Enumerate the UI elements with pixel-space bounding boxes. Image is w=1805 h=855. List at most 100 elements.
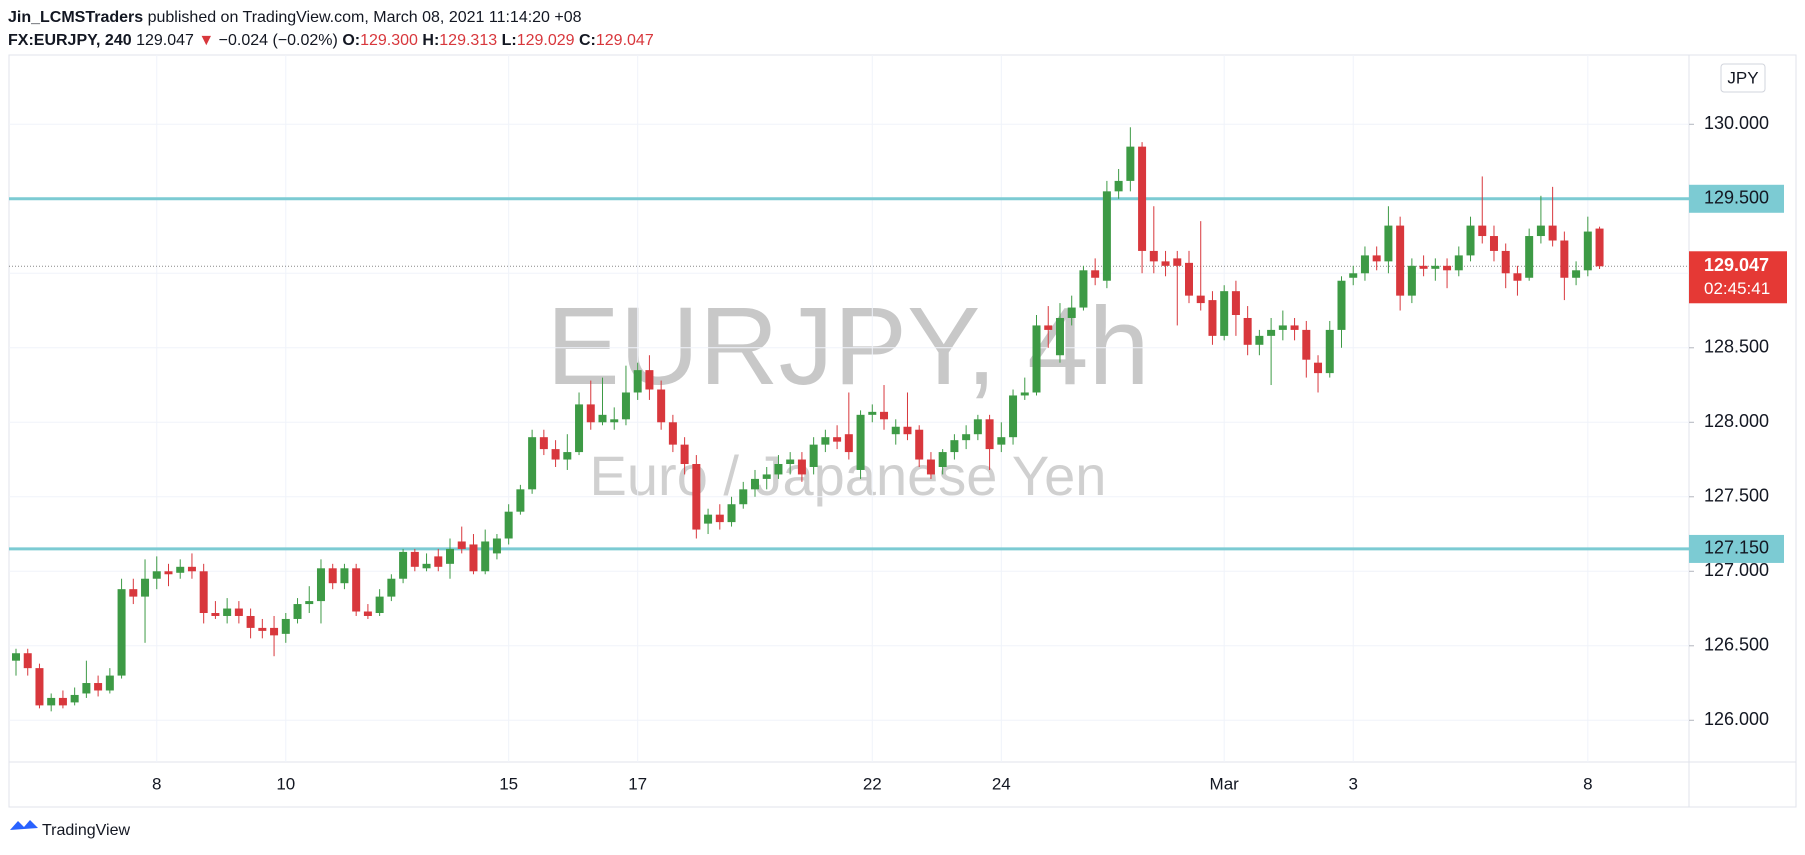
candle-body xyxy=(680,444,689,465)
candle-body xyxy=(152,571,161,579)
candle-body xyxy=(23,653,32,669)
candle-body xyxy=(786,459,795,465)
candle-body xyxy=(739,489,748,505)
candle-body xyxy=(187,566,196,572)
candle-body xyxy=(12,653,20,661)
candle-body xyxy=(234,608,243,616)
candle-body xyxy=(1513,273,1522,281)
brand: TradingView xyxy=(42,822,130,839)
published: published on TradingView.com, March 08, … xyxy=(147,9,582,26)
currency-button[interactable] xyxy=(1720,63,1766,93)
candle-body xyxy=(1560,240,1569,278)
candle-body xyxy=(94,683,103,691)
currency[interactable]: JPY xyxy=(1727,68,1758,87)
candle-body xyxy=(868,411,877,415)
candle-body xyxy=(223,608,232,616)
candle-body xyxy=(270,627,279,636)
y-tick-label: 127.000 xyxy=(1704,560,1769,580)
candle-body xyxy=(1360,255,1369,274)
candle-body xyxy=(1302,329,1311,360)
candle-body xyxy=(1290,325,1299,330)
candle-body xyxy=(1525,236,1534,278)
candle-body xyxy=(516,489,525,512)
candle-body xyxy=(1349,273,1358,278)
candle-body xyxy=(129,589,138,597)
candle-body xyxy=(1314,362,1323,374)
open-label: O: xyxy=(342,32,361,49)
candle-body xyxy=(293,604,302,619)
x-tick-label: 3 xyxy=(1348,774,1357,793)
candle-body xyxy=(563,452,572,460)
candle-body xyxy=(363,611,372,616)
candle-body xyxy=(399,551,408,579)
candle-body xyxy=(1419,265,1428,269)
candle-body xyxy=(762,474,771,479)
candle-body xyxy=(539,437,548,450)
candle-body xyxy=(1220,291,1229,336)
candle-body xyxy=(598,414,607,423)
candle-body xyxy=(586,404,595,423)
candle-body xyxy=(575,404,584,453)
candle-body xyxy=(434,556,443,567)
candle-body xyxy=(1208,300,1217,336)
candle-body xyxy=(1583,231,1592,271)
candle-body xyxy=(1009,395,1018,438)
candle-body xyxy=(1196,295,1205,304)
x-tick-label: Mar xyxy=(1210,774,1240,793)
candle-body xyxy=(938,452,947,467)
candle-body xyxy=(1161,261,1170,266)
level-label: 127.150 xyxy=(1704,538,1769,558)
candle-body xyxy=(962,434,971,441)
watermark-subtitle: Euro / Japanese Yen xyxy=(590,444,1107,507)
candle-body xyxy=(387,578,396,597)
low-label: L: xyxy=(501,32,517,49)
y-tick-label: 127.500 xyxy=(1704,486,1769,506)
candle-body xyxy=(645,370,654,390)
candle-body xyxy=(1055,317,1064,356)
candle-body xyxy=(1255,335,1264,345)
y-tick-label: 128.000 xyxy=(1704,411,1769,431)
candle-body xyxy=(797,459,806,475)
candle-body xyxy=(750,478,759,490)
candle-body xyxy=(809,444,818,467)
candle-body xyxy=(704,514,713,524)
candle-body xyxy=(1231,291,1240,316)
candle-body xyxy=(985,419,994,450)
candle-body xyxy=(715,514,724,523)
y-tick-label: 130.000 xyxy=(1704,113,1769,133)
candle-body xyxy=(1454,255,1463,271)
candle-body xyxy=(199,571,208,614)
candle-body xyxy=(1396,225,1405,296)
candle-body xyxy=(1337,280,1346,330)
candle-body xyxy=(1185,262,1193,296)
candle-body xyxy=(1548,225,1557,241)
candle-body xyxy=(528,437,537,490)
candle-body xyxy=(1325,329,1334,374)
candle-body xyxy=(1536,225,1545,237)
low: 129.029 xyxy=(516,32,575,49)
candle-body xyxy=(1372,255,1381,262)
symbol: FX:EURJPY, 240 xyxy=(8,32,132,49)
last-price-tag xyxy=(1689,251,1787,304)
level-tag xyxy=(1689,184,1784,213)
candle-body xyxy=(105,675,114,691)
candle-body xyxy=(657,389,666,423)
x-tick-label: 17 xyxy=(628,774,647,793)
candle-body xyxy=(410,551,419,567)
candle-body xyxy=(1478,225,1487,237)
candle-body xyxy=(258,627,267,631)
x-tick-label: 8 xyxy=(1583,774,1592,793)
candle-body xyxy=(621,392,630,420)
candle-body xyxy=(35,668,44,706)
candle-body xyxy=(1443,265,1452,271)
arrow: ▼ xyxy=(198,32,215,49)
candle-body xyxy=(58,697,67,706)
candle-body xyxy=(70,694,79,703)
candle-body xyxy=(1138,146,1147,251)
candle-body xyxy=(141,578,150,597)
candle-body xyxy=(950,440,959,453)
candle-body xyxy=(1384,225,1393,262)
high: 129.313 xyxy=(439,32,498,49)
